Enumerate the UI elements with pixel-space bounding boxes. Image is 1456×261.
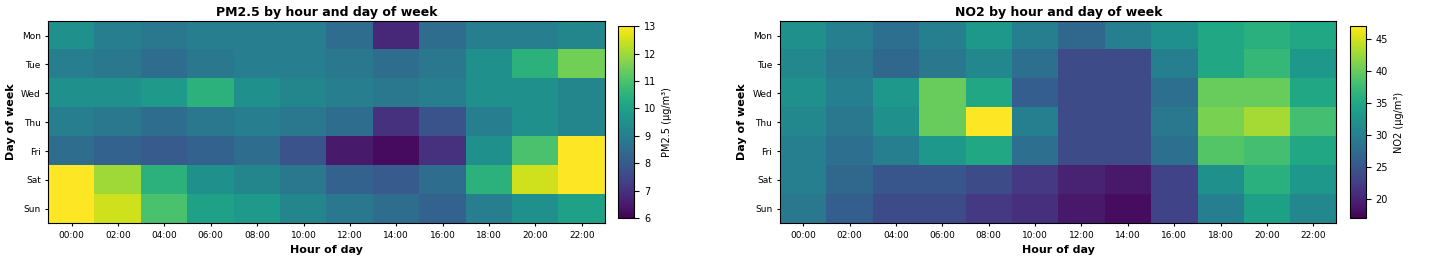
X-axis label: Hour of day: Hour of day bbox=[1022, 245, 1095, 256]
Y-axis label: NO2 (μg/m³): NO2 (μg/m³) bbox=[1393, 92, 1404, 153]
Y-axis label: PM2.5 (μg/m³): PM2.5 (μg/m³) bbox=[662, 87, 673, 157]
X-axis label: Hour of day: Hour of day bbox=[290, 245, 363, 256]
Y-axis label: Day of week: Day of week bbox=[737, 84, 747, 161]
Y-axis label: Day of week: Day of week bbox=[6, 84, 16, 161]
Title: NO2 by hour and day of week: NO2 by hour and day of week bbox=[955, 5, 1162, 19]
Title: PM2.5 by hour and day of week: PM2.5 by hour and day of week bbox=[215, 5, 437, 19]
